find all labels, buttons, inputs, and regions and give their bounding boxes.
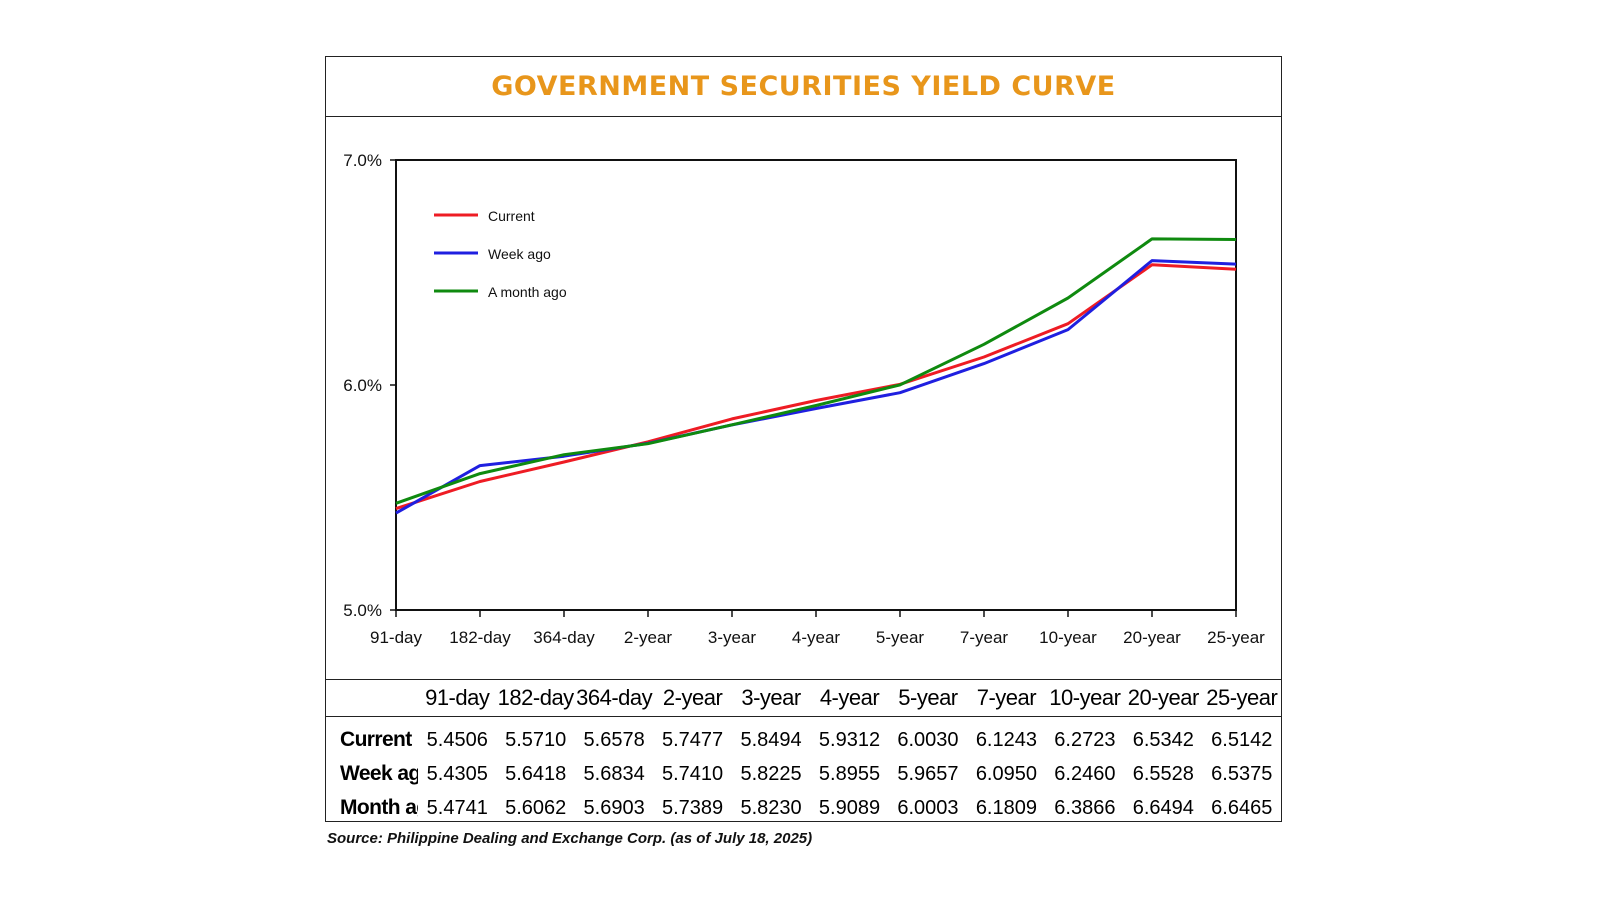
x-tick-label: 10-year [1039,628,1097,647]
table-header-cell: 2-year [653,680,732,717]
table-cell: 5.4305 [426,762,488,785]
table-cell: 5.8230 [740,796,802,819]
table-header-cell: 91-day [418,680,497,717]
table-row: Current 5.4506 5.5710 5.6578 5.7477 5.8494 5.9… [326,717,1281,758]
row-label: Month ago [340,796,418,819]
table-cell: 6.1809 [975,796,1037,819]
table-cell: 6.5142 [1211,728,1273,751]
row-label: Current [340,728,412,751]
table-cell: 6.5342 [1132,728,1194,751]
y-tick-label: 5.0% [343,601,382,620]
x-tick-label: 91-day [370,628,422,647]
table-row: Week ago 5.4305 5.6418 5.6834 5.7410 5.8225 5.… [326,757,1281,791]
table-cell: 5.6834 [583,762,645,785]
table-header-cell: 10-year [1045,680,1125,717]
plot-frame [395,159,1237,611]
x-tick-label: 5-year [876,628,925,647]
table-cell: 5.9657 [897,762,959,785]
table-cell: 6.0030 [897,728,959,751]
table-cell: 5.9312 [818,728,881,751]
table-cell: 6.5375 [1211,762,1273,785]
table-cell: 5.6418 [505,762,567,785]
table-cell: 5.4741 [426,796,488,819]
table-cell: 6.5528 [1132,762,1194,785]
legend-label-a-month-ago: A month ago [488,284,567,300]
table-cell: 5.7389 [662,796,724,819]
table-header-cell: 364-day [574,680,654,717]
table-cell: 6.2723 [1054,728,1116,751]
table-body: Current 5.4506 5.5710 5.6578 5.7477 5.8494 5.9… [326,717,1281,826]
x-tick-label: 364-day [533,628,595,647]
table-cell: 5.6578 [583,728,645,751]
yield-table: 91-day 182-day 364-day 2-year 3-year 4-year 5-… [326,680,1281,825]
y-tick-label: 6.0% [343,376,382,395]
legend-label-current: Current [488,208,535,224]
table-cell: 5.6903 [583,796,645,819]
table-cell: 6.1243 [975,728,1037,751]
source-note: Source: Philippine Dealing and Exchange … [327,830,813,847]
table-header-cell: 3-year [731,680,811,717]
table-cell: 6.6494 [1132,796,1194,819]
table-cell: 6.2460 [1054,762,1116,785]
yield-curve-chart: 5.0% 6.0% 7.0% 91-day 182-day 364-day 2-year 3-… [343,151,1265,647]
series-line-a-month-ago [395,237,1237,505]
x-tick-label: 4-year [792,628,841,647]
y-tick-label: 7.0% [343,151,382,170]
table-cell: 5.9089 [818,796,881,819]
chart-title: GOVERNMENT SECURITIES YIELD CURVE [491,71,1116,102]
table-header-cell: 20-year [1124,680,1203,717]
title-bar: GOVERNMENT SECURITIES YIELD CURVE [326,57,1281,117]
table-header-cell: 5-year [888,680,968,717]
x-tick-label: 3-year [708,628,757,647]
x-tick-label: 7-year [960,628,1009,647]
yield-curve-panel: GOVERNMENT SECURITIES YIELD CURVE 5.0% 6.… [325,56,1282,822]
table-header-cell: 25-year [1202,680,1281,717]
legend-label-week-ago: Week ago [488,246,551,262]
yield-table-wrap: 91-day 182-day 364-day 2-year 3-year 4-year 5-… [326,679,1281,823]
table-header-cell: 4-year [810,680,889,717]
row-label: Week ago [340,762,418,785]
table-cell: 5.4506 [426,728,488,751]
table-header-cell: 7-year [967,680,1046,717]
series-line-week-ago [395,259,1237,515]
table-cell: 5.7410 [662,762,724,785]
table-cell: 5.8494 [740,728,802,751]
x-tick-label: 20-year [1123,628,1181,647]
x-tick-label: 25-year [1207,628,1265,647]
table-row: Month ago 5.4741 5.6062 5.6903 5.7389 5.8230 5… [326,791,1281,825]
table-header-cell: 182-day [496,680,575,717]
table-cell: 6.0950 [975,762,1037,785]
table-cell: 6.3866 [1054,796,1116,819]
table-cell: 5.7477 [662,728,724,751]
table-corner-cell [326,680,418,717]
series-line-current [395,263,1237,511]
x-tick-label: 182-day [449,628,511,647]
table-cell: 6.0003 [897,796,959,819]
x-tick-label: 2-year [624,628,673,647]
table-cell: 5.5710 [505,728,567,751]
table-header-row: 91-day 182-day 364-day 2-year 3-year 4-year 5-… [326,680,1281,717]
table-cell: 5.8955 [818,762,881,785]
table-cell: 5.6062 [505,796,567,819]
table-cell: 5.8225 [740,762,802,785]
table-cell: 6.6465 [1211,796,1273,819]
